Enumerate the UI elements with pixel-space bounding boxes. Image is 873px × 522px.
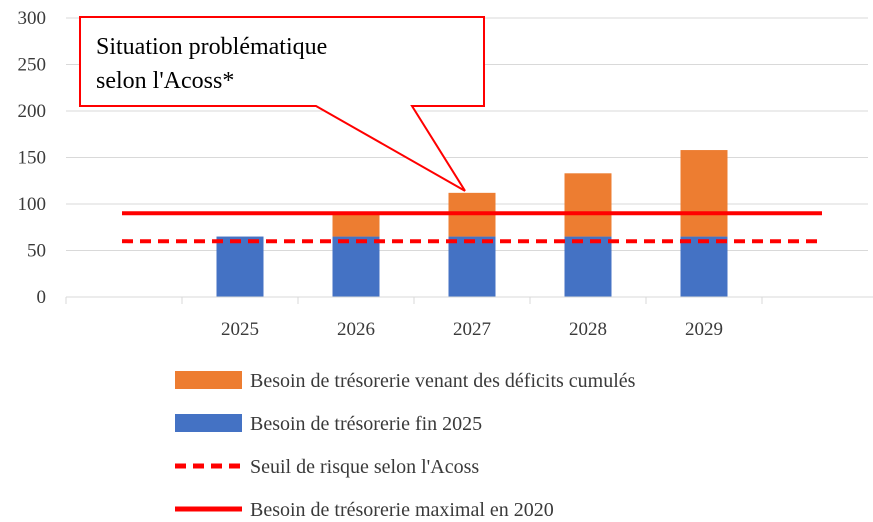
y-tick-label: 0 — [37, 287, 47, 308]
y-tick-label: 300 — [18, 8, 47, 29]
callout-line-2: selon l'Acoss* — [96, 68, 234, 94]
y-tick-label: 200 — [18, 101, 47, 122]
x-axis-ticks: 2025 2026 2027 2028 2029 — [221, 319, 723, 340]
x-tick-label: 2025 — [221, 319, 259, 340]
y-tick-label: 250 — [18, 55, 47, 76]
callout: Situation problématique selon l'Acoss* — [79, 16, 485, 192]
legend-label: Besoin de trésorerie maximal en 2020 — [250, 499, 554, 521]
x-tick-label: 2028 — [569, 319, 607, 340]
bar — [448, 236, 496, 297]
x-tick-label: 2029 — [685, 319, 723, 340]
legend-swatch — [175, 414, 242, 432]
bar — [564, 236, 612, 297]
y-tick-label: 100 — [18, 194, 47, 215]
bar — [680, 236, 728, 297]
callout-box — [79, 16, 485, 192]
legend-label: Besoin de trésorerie venant des déficits… — [250, 370, 636, 392]
bar — [332, 213, 380, 237]
bar — [332, 236, 380, 297]
bar — [680, 150, 728, 237]
y-axis-ticks: 0 50 100 150 200 250 300 — [18, 8, 47, 308]
reference-lines — [122, 211, 822, 244]
y-tick-label: 50 — [27, 241, 46, 262]
x-axis — [65, 296, 873, 304]
x-tick-label: 2027 — [453, 319, 491, 340]
legend-label: Besoin de trésorerie fin 2025 — [250, 413, 482, 435]
y-tick-label: 150 — [18, 148, 47, 169]
callout-line-1: Situation problématique — [96, 34, 327, 60]
legend: Besoin de trésorerie venant des déficits… — [175, 370, 636, 521]
x-tick-label: 2026 — [337, 319, 375, 340]
bar — [564, 173, 612, 237]
bars — [216, 150, 728, 297]
bar — [216, 236, 264, 297]
legend-label: Seuil de risque selon l'Acoss — [250, 456, 479, 478]
legend-swatch — [175, 371, 242, 389]
